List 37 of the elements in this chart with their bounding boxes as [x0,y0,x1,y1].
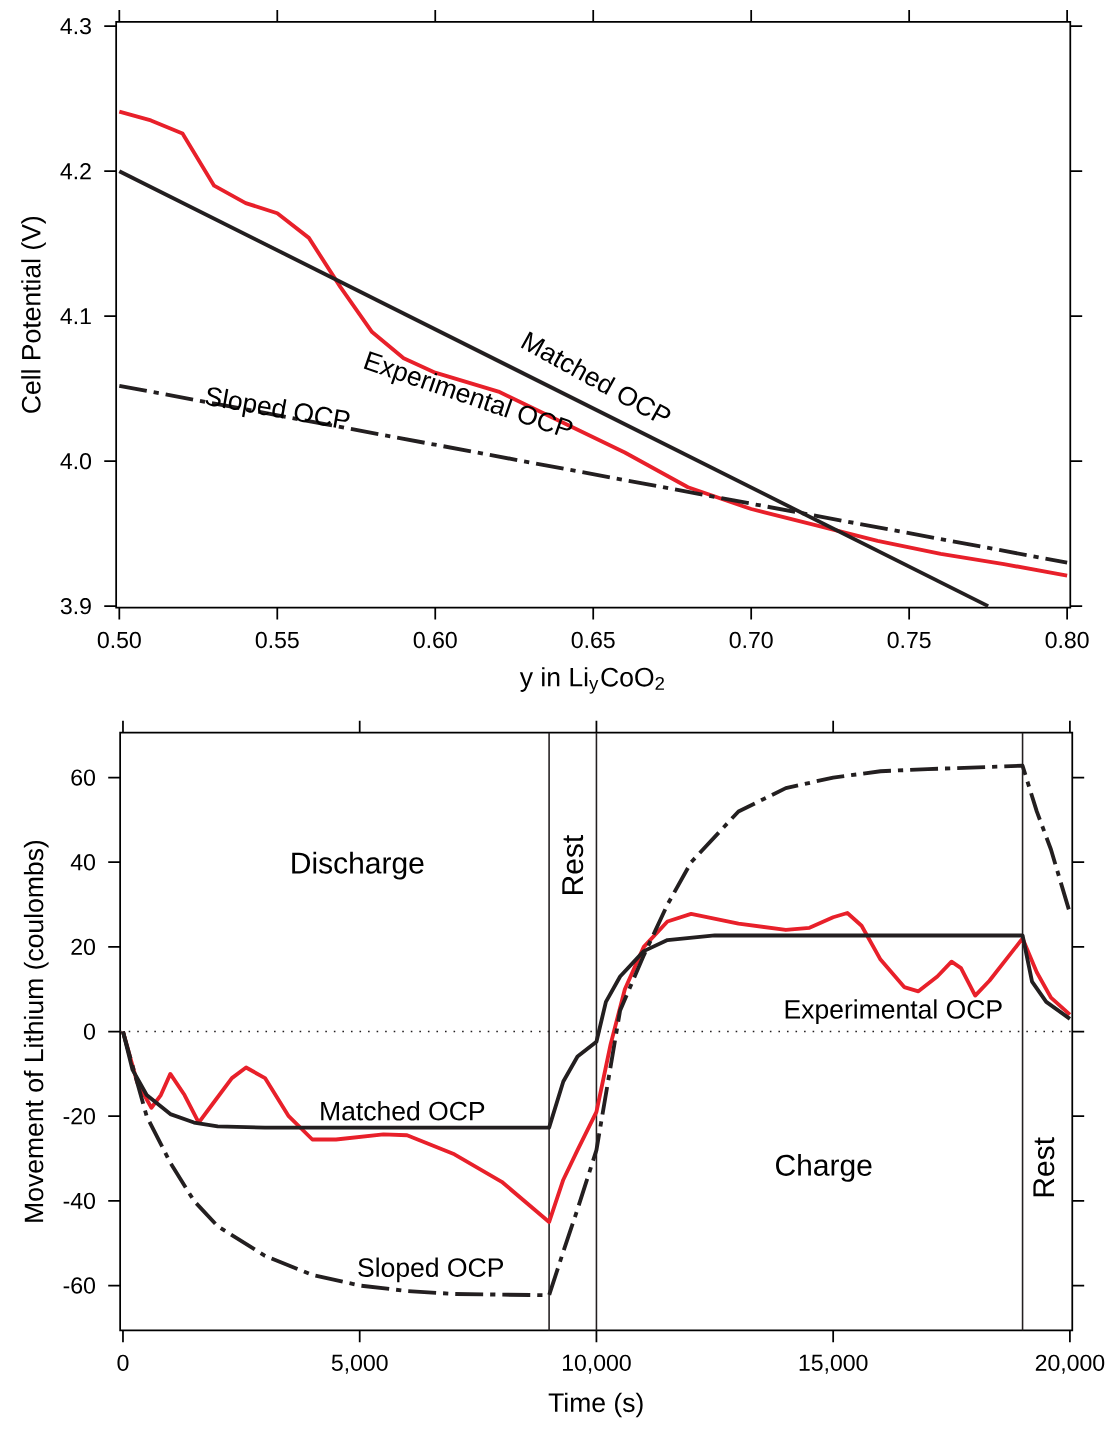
y-tick-label: 0 [84,1023,96,1040]
y-tick-label: 20 [71,938,96,956]
annotation: Rest [1033,1137,1055,1197]
series-label: Matched OCP [321,1101,485,1121]
y-axis-title: Cell Potential (V) [21,216,46,413]
x-tick-label: 0 [117,1354,129,1371]
x-tick-label: 0.55 [255,631,299,649]
line-series [117,109,1070,578]
x-tick-label: 15,000 [799,1354,868,1374]
y-axis-title: Movement of Lithium (coulombs) [24,840,49,1222]
y-tick-label: -20 [63,1108,96,1125]
y-tick-label: 3.9 [60,597,91,615]
x-axis-title: y in Li$_{y}$CoO$_{2}$ [519,667,665,694]
x-tick-label: 5,000 [331,1354,388,1374]
annotation: Charge [776,1153,872,1182]
y-tick-label: 4.1 [60,308,91,325]
text: Sloped OCP [205,387,350,428]
annotation: Rest [562,835,584,894]
series-label: Experimental OCP [785,999,1002,1025]
y-tick-label: 4.2 [60,163,91,180]
y-tick-label: 40 [70,854,96,871]
x-tick-label: 0.60 [413,631,457,649]
y-tick-label: -40 [63,1192,96,1210]
x-tick-label: 10,000 [563,1354,631,1374]
series-label: Sloped OCP [358,1257,504,1283]
y-tick-label: 60 [71,769,96,786]
y-tick-label: 4.0 [60,452,92,470]
annotation: Discharge [292,851,424,880]
y-tick-label: 4.3 [60,18,92,35]
x-tick-label: 0.70 [729,631,773,649]
x-tick-label: 0.50 [97,631,141,649]
x-tick-label: 0.65 [571,631,615,649]
x-tick-label: 20,000 [1035,1354,1105,1374]
x-tick-label: 0.75 [887,631,931,649]
y-tick-label: -60 [63,1277,96,1294]
x-axis-title: Time (s) [548,1392,643,1418]
x-tick-label: 0.80 [1045,631,1089,649]
